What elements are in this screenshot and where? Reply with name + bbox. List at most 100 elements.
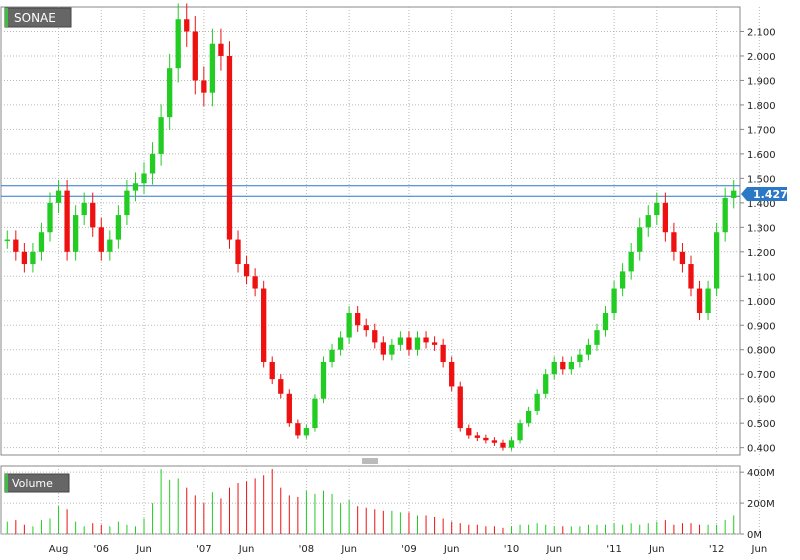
candle-body: [141, 173, 147, 184]
candle-body: [679, 251, 686, 265]
candle-body: [337, 337, 344, 350]
candle-body: [38, 232, 45, 252]
candle-body: [218, 43, 224, 56]
candle-body: [132, 183, 139, 191]
candle-body: [124, 190, 130, 216]
ticker-badge: SONAE: [4, 7, 72, 28]
volume-tick-label: 0M: [747, 530, 762, 541]
candle-body: [209, 43, 216, 93]
candle-body: [594, 330, 600, 345]
candle-body: [201, 80, 207, 93]
candle-body: [500, 442, 506, 448]
volume-label: Volume: [12, 477, 53, 490]
candle-body: [406, 337, 412, 350]
candle-body: [252, 276, 258, 289]
time-axis: Aug '06 Jun '07 Jun '08 Jun '09 Jun '10 Jun '11 Jun '…: [49, 544, 767, 555]
candle-body: [560, 361, 566, 370]
price-tick-label: 2.000: [747, 52, 776, 63]
candle-body: [329, 349, 335, 362]
candle-body: [184, 19, 190, 32]
candle-body: [269, 361, 275, 380]
candle-body: [72, 215, 79, 252]
candle-body: [55, 190, 62, 203]
price-tick-label: 1.200: [747, 248, 776, 259]
candle-body: [303, 428, 310, 436]
time-tick-label: Jun: [340, 544, 357, 555]
candle-body: [346, 313, 352, 338]
candle-body: [457, 386, 463, 429]
candle-body: [577, 354, 583, 362]
candle-body: [167, 68, 173, 118]
candle-body: [525, 410, 532, 424]
candle-body: [30, 251, 36, 265]
volume-tick-label: 200M: [747, 499, 775, 510]
time-tick-label: Jun: [545, 544, 562, 555]
candle-body: [602, 313, 609, 331]
panel-splitter-handle[interactable]: [361, 458, 380, 464]
ticker-label: SONAE: [14, 11, 56, 25]
price-tick-label: 1.500: [747, 174, 776, 185]
time-tick-label: Aug: [49, 544, 69, 555]
candle-body: [645, 215, 651, 228]
candle-body: [372, 330, 378, 343]
candle-body: [363, 325, 369, 331]
candle-body: [295, 423, 301, 436]
volume-axis: 0M 200M 400M: [740, 468, 775, 541]
candle-body: [389, 344, 395, 355]
candle-body: [654, 202, 660, 216]
last-price-marker: 1.427: [741, 187, 788, 201]
candle-body: [491, 440, 498, 443]
price-tick-label: 1.400: [747, 199, 776, 210]
candle-body: [662, 202, 669, 233]
candle-body: [47, 202, 53, 233]
candle-body: [107, 239, 113, 252]
price-tick-label: 0.700: [747, 370, 776, 381]
price-tick-label: 0.600: [747, 395, 776, 406]
candle-body: [722, 197, 728, 233]
price-tick-label: 1.100: [747, 272, 776, 283]
candle-body: [585, 344, 592, 355]
candle-body: [611, 288, 617, 314]
candle-body: [508, 440, 515, 448]
candle-body: [380, 342, 386, 355]
candle-body: [688, 264, 694, 289]
candle-body: [278, 379, 284, 394]
price-tick-label: 2.100: [747, 27, 776, 38]
candle-body: [414, 337, 421, 350]
candle-body: [320, 361, 327, 399]
candle-body: [90, 202, 96, 228]
time-tick-label: Jun: [443, 544, 460, 555]
candle-body: [13, 239, 19, 252]
candle-body: [81, 202, 87, 216]
price-tick-label: 0.800: [747, 346, 776, 357]
candle-body: [534, 393, 540, 411]
price-tick-label: 1.000: [747, 297, 776, 308]
candle-body: [696, 288, 703, 314]
candle-body: [312, 398, 318, 429]
price-tick-label: 0.400: [747, 444, 776, 455]
time-tick-label: '06: [94, 544, 109, 555]
time-tick-label: '09: [401, 544, 416, 555]
last-price-label: 1.427: [753, 188, 788, 201]
price-panel: [0, 6, 741, 456]
candle-body: [423, 337, 429, 343]
time-tick-label: '12: [709, 544, 724, 555]
candle-body: [21, 251, 28, 265]
candle-body: [671, 232, 677, 252]
candle-body: [705, 288, 711, 314]
time-tick-label: Jun: [648, 544, 665, 555]
candle-body: [175, 19, 181, 69]
candle-body: [235, 239, 241, 265]
price-tick-label: 0.900: [747, 321, 776, 332]
candle-body: [355, 313, 361, 326]
candle-body: [466, 428, 472, 436]
candles: [4, 3, 737, 451]
volume-tick-label: 400M: [747, 468, 775, 479]
price-tick-label: 1.700: [747, 125, 776, 136]
price-tick-label: 1.900: [747, 76, 776, 87]
candle-body: [286, 393, 292, 424]
candle-body: [158, 117, 164, 154]
candle-body: [568, 361, 574, 370]
candle-body: [637, 227, 643, 252]
